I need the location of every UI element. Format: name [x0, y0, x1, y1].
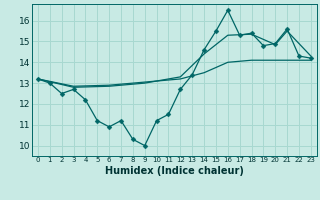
X-axis label: Humidex (Indice chaleur): Humidex (Indice chaleur) [105, 166, 244, 176]
